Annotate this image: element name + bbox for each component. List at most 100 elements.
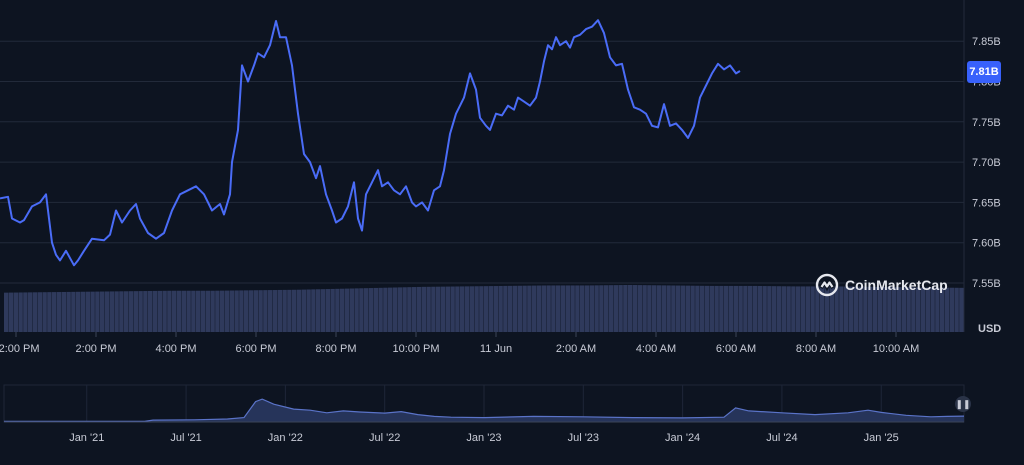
volume-bar [253, 290, 258, 332]
unit-label: USD [978, 323, 1002, 335]
volume-bar [128, 291, 134, 332]
volume-bar [892, 287, 897, 332]
volume-bar [517, 285, 522, 332]
volume-bar [829, 286, 834, 332]
volume-bar [464, 286, 470, 332]
current-value-tag: 7.81B [967, 61, 1001, 83]
volume-bar [47, 292, 52, 332]
volume-bar [848, 286, 854, 332]
volume-bar [618, 285, 623, 332]
volume-bar [512, 285, 518, 332]
x-tick-label: 10:00 AM [873, 343, 919, 355]
volume-bar [426, 286, 431, 332]
volume-bar [277, 289, 282, 332]
volume-bar [306, 289, 311, 332]
volume-bar [791, 286, 796, 332]
volume-bar [292, 289, 297, 332]
overview-x-tick-label: Jul '23 [568, 432, 599, 444]
volume-bar [757, 285, 762, 332]
x-tick-label: 6:00 AM [716, 343, 756, 355]
volume-bar [143, 291, 148, 332]
volume-bar [28, 292, 33, 332]
volume-bar [652, 285, 657, 332]
volume-bar [781, 286, 786, 332]
volume-bar [556, 285, 561, 332]
volume-bar [594, 285, 599, 332]
volume-bar [421, 286, 426, 332]
volume-bar [416, 286, 422, 332]
volume-bar [613, 285, 618, 332]
y-tick-label: 7.65B [972, 197, 1001, 209]
volume-bar [839, 286, 844, 332]
volume-bar [272, 290, 278, 332]
volume-bar [364, 288, 369, 332]
volume-bar [901, 287, 906, 332]
volume-bar [220, 290, 225, 332]
volume-bar [354, 288, 359, 332]
volume-bar [877, 286, 882, 332]
volume-bar [460, 286, 465, 332]
volume-bar [676, 285, 681, 332]
volume-bar [4, 292, 9, 332]
volume-bar [690, 285, 695, 332]
volume-bar [56, 292, 62, 332]
x-tick-label: 2:00 PM [76, 343, 117, 355]
volume-bar [450, 286, 455, 332]
volume-bar [887, 287, 892, 332]
volume-bar [23, 292, 28, 332]
volume-bar [85, 291, 90, 332]
volume-bar [191, 290, 196, 332]
volume-bar [124, 291, 129, 332]
current-value-label: 7.81B [969, 66, 999, 78]
volume-bar [695, 285, 700, 332]
volume-bars [4, 284, 964, 332]
volume-bar [527, 285, 532, 332]
x-axis-ticks: 12:00 PM 2:00 PM 4:00 PM 6:00 PM 8:00 PM 10:0… [0, 332, 919, 355]
volume-bar [565, 285, 570, 332]
volume-bar [800, 286, 806, 332]
volume-bar [632, 285, 638, 332]
volume-bar [522, 285, 527, 332]
volume-bar [738, 285, 743, 332]
volume-bar [805, 286, 810, 332]
x-tick-label: 11 Jun [480, 343, 512, 355]
overview-x-tick-label: Jan '24 [665, 432, 700, 444]
y-tick-label: 7.60B [972, 238, 1001, 250]
volume-bar [436, 286, 441, 332]
volume-bar [440, 286, 446, 332]
volume-bar [608, 285, 614, 332]
pause-button[interactable]: ❚❚ [955, 396, 971, 412]
volume-bar [536, 285, 542, 332]
volume-bar [176, 290, 182, 332]
volume-bar [954, 287, 959, 332]
volume-bar [138, 291, 143, 332]
volume-bar [824, 286, 830, 332]
volume-bar [575, 285, 580, 332]
volume-bar [282, 289, 287, 332]
volume-bar [584, 285, 590, 332]
overview-x-tick-label: Jan '25 [864, 432, 899, 444]
volume-bar [80, 291, 86, 332]
volume-bar [172, 290, 177, 332]
price-line [0, 19, 741, 267]
volume-bar [666, 285, 671, 332]
volume-bar [728, 285, 734, 332]
volume-bar [680, 285, 686, 332]
volume-bar [944, 287, 950, 332]
volume-bar [882, 286, 887, 332]
volume-bar [863, 286, 868, 332]
volume-bar [868, 286, 873, 332]
volume-bar [906, 287, 911, 332]
x-tick-label: 4:00 PM [156, 343, 197, 355]
volume-bar [383, 287, 388, 332]
volume-bar [685, 285, 690, 332]
overview-area [4, 399, 964, 422]
volume-bar [397, 287, 402, 332]
volume-bar [114, 291, 119, 332]
volume-bar [671, 285, 676, 332]
volume-bar [330, 288, 335, 332]
volume-bar [388, 287, 393, 332]
volume-bar [52, 292, 57, 332]
volume-bar [37, 292, 42, 332]
